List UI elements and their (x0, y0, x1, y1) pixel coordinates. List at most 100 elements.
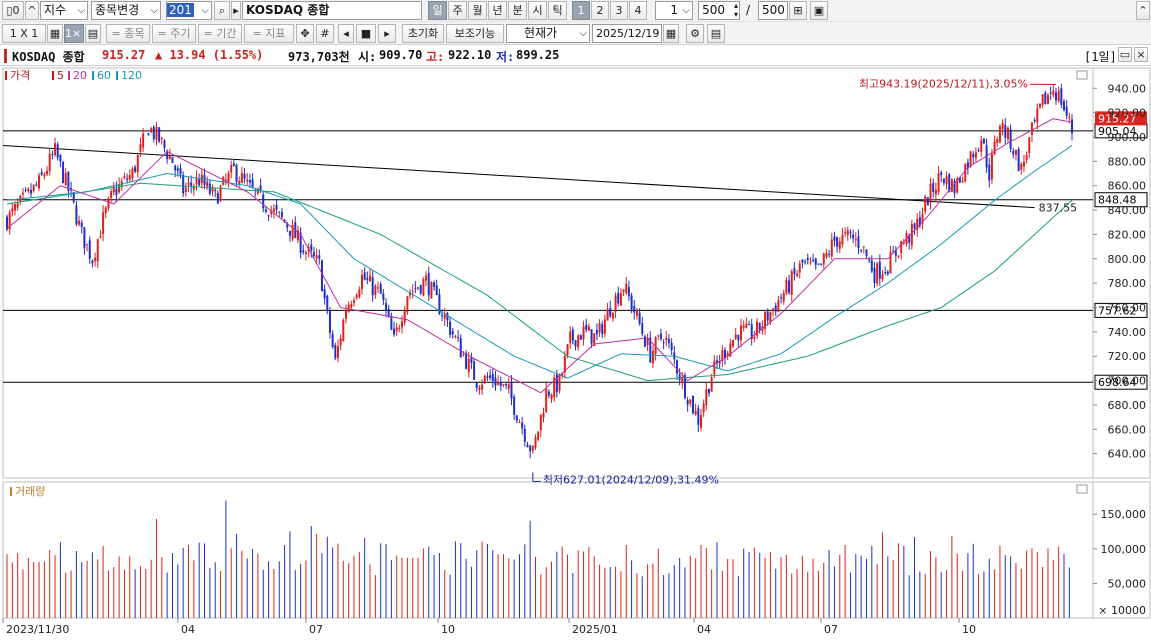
candle-body (435, 285, 438, 296)
candle-body (355, 294, 358, 298)
trendline-value: 837.55 (1039, 202, 1078, 215)
settings-icon[interactable]: ⚙ (686, 24, 704, 43)
candle-body (705, 389, 708, 406)
candle-body (854, 238, 857, 240)
candle-body (88, 240, 91, 259)
candle-body (523, 428, 526, 442)
candle-body (574, 340, 577, 347)
interval-input[interactable]: 1 ⌵ (655, 1, 693, 20)
number-tab-1[interactable]: 1 (572, 1, 590, 20)
period-tab-4[interactable]: 분 (508, 1, 527, 20)
candle-body (812, 260, 815, 262)
candle-body (238, 180, 241, 184)
category-select[interactable]: 지수 ⌵ (40, 1, 88, 20)
candle-body (219, 186, 222, 201)
move-icon[interactable]: ✥ (296, 24, 314, 43)
candle-body (558, 374, 561, 391)
candle-body (641, 322, 644, 334)
reset-button[interactable]: 초기화 (402, 24, 444, 43)
candle-body (924, 196, 927, 212)
count-input[interactable]: 500 ▴ ▾ (698, 1, 740, 20)
crosshair-icon[interactable]: # (316, 24, 334, 43)
grid-layout-icon[interactable]: ▦ (47, 24, 63, 43)
legend-item-2: 20 (73, 69, 87, 82)
up-arrow-button[interactable]: ^ (25, 1, 39, 20)
period-tab-6[interactable]: 틱 (548, 1, 567, 20)
candle-body (732, 339, 735, 347)
calendar-icon[interactable]: ▦ (663, 24, 679, 43)
period-tab-3[interactable]: 년 (488, 1, 507, 20)
candle-body (328, 310, 331, 334)
play-icon[interactable]: ▸ (231, 1, 241, 20)
candle-body (745, 323, 748, 328)
candle-body (742, 325, 745, 328)
candle-body (30, 190, 33, 194)
stock-sync-button[interactable]: = 종목 (106, 24, 150, 43)
candle-body (1020, 163, 1023, 170)
candle-body (240, 173, 243, 183)
scroll-left-icon[interactable]: ◂ (338, 24, 354, 43)
stop-icon[interactable]: ■ (356, 24, 376, 43)
search-icon[interactable]: ⌕ (214, 1, 230, 20)
code-input[interactable]: 201 ⌵ (166, 1, 212, 20)
number-tab-2[interactable]: 2 (591, 1, 609, 20)
period-sync-button[interactable]: = 주기 (152, 24, 196, 43)
tools-icon[interactable]: ▤ (707, 24, 725, 43)
number-tab-3[interactable]: 3 (610, 1, 628, 20)
candle-body (270, 210, 273, 215)
save-icon[interactable]: ▣ (810, 1, 828, 20)
candle-body (1054, 92, 1057, 101)
candle-body (828, 254, 831, 256)
aux-functions-button[interactable]: 보조기능 (446, 24, 504, 43)
candle-body (179, 168, 182, 175)
date-input[interactable]: 2025/12/19 (592, 24, 662, 43)
candle-body (844, 232, 847, 234)
period-tab-5[interactable]: 시 (528, 1, 547, 20)
candle-body (614, 295, 617, 312)
single-layout-button[interactable]: 1×1 (64, 24, 84, 43)
candle-body (272, 208, 275, 212)
candle-body (11, 208, 14, 212)
price-info-bar: KOSDAQ 종합 915.27 ▲ 13.94 (1.55%) 973,703… (0, 45, 1151, 66)
candle-body (184, 187, 187, 192)
candle-body (699, 415, 702, 429)
range-sync-button[interactable]: = 기간 (198, 24, 242, 43)
candle-body (643, 336, 646, 347)
price-mode-select[interactable]: 현재가 ⌵ (506, 24, 590, 43)
candle-body (539, 414, 542, 431)
candle-body (785, 280, 788, 294)
price-tick-label: 800.00 (1108, 253, 1147, 266)
price-tick-label: 640.00 (1108, 448, 1147, 461)
chart-area[interactable]: 905.04 848.48 757.62 698.64 최고943.19(2025/1… (0, 66, 1151, 641)
table-layout-icon[interactable]: ▤ (85, 24, 101, 43)
candle-body (259, 185, 262, 192)
high-value: 922.10 (448, 48, 492, 62)
candle-body (982, 138, 985, 144)
add-chart-icon[interactable]: ⊞ (789, 1, 807, 20)
candle-body (980, 140, 983, 153)
candle-body (1036, 108, 1039, 123)
period-tab-0[interactable]: 일 (428, 1, 447, 20)
period-tab-2[interactable]: 월 (468, 1, 487, 20)
candle-body (211, 187, 214, 192)
collapse-icon[interactable]: ⌃ (1136, 1, 1150, 20)
candle-body (521, 422, 524, 429)
close-icon[interactable]: × (1134, 47, 1148, 62)
minimize-icon[interactable]: ▭ (1118, 47, 1132, 62)
candle-body (206, 181, 209, 187)
scroll-right-icon[interactable]: ▸ (378, 24, 396, 43)
candle-body (331, 333, 334, 347)
panel-toggle-button[interactable]: ▯0 (2, 1, 24, 20)
candle-body (358, 289, 361, 298)
candle-body (473, 361, 476, 380)
candle-body (171, 157, 174, 164)
candle-body (168, 155, 171, 160)
period-tab-1[interactable]: 주 (448, 1, 467, 20)
candle-body (753, 336, 756, 339)
number-tab-4[interactable]: 4 (629, 1, 647, 20)
candle-body (750, 324, 753, 340)
layout-1x1-button[interactable]: 1 X 1 (2, 24, 46, 43)
low-annotation: 최저627.01(2024/12/09),31.49% (543, 473, 719, 486)
indicator-sync-button[interactable]: = 지표 (244, 24, 294, 43)
change-stock-select[interactable]: 종목변경 ⌵ (91, 1, 161, 20)
